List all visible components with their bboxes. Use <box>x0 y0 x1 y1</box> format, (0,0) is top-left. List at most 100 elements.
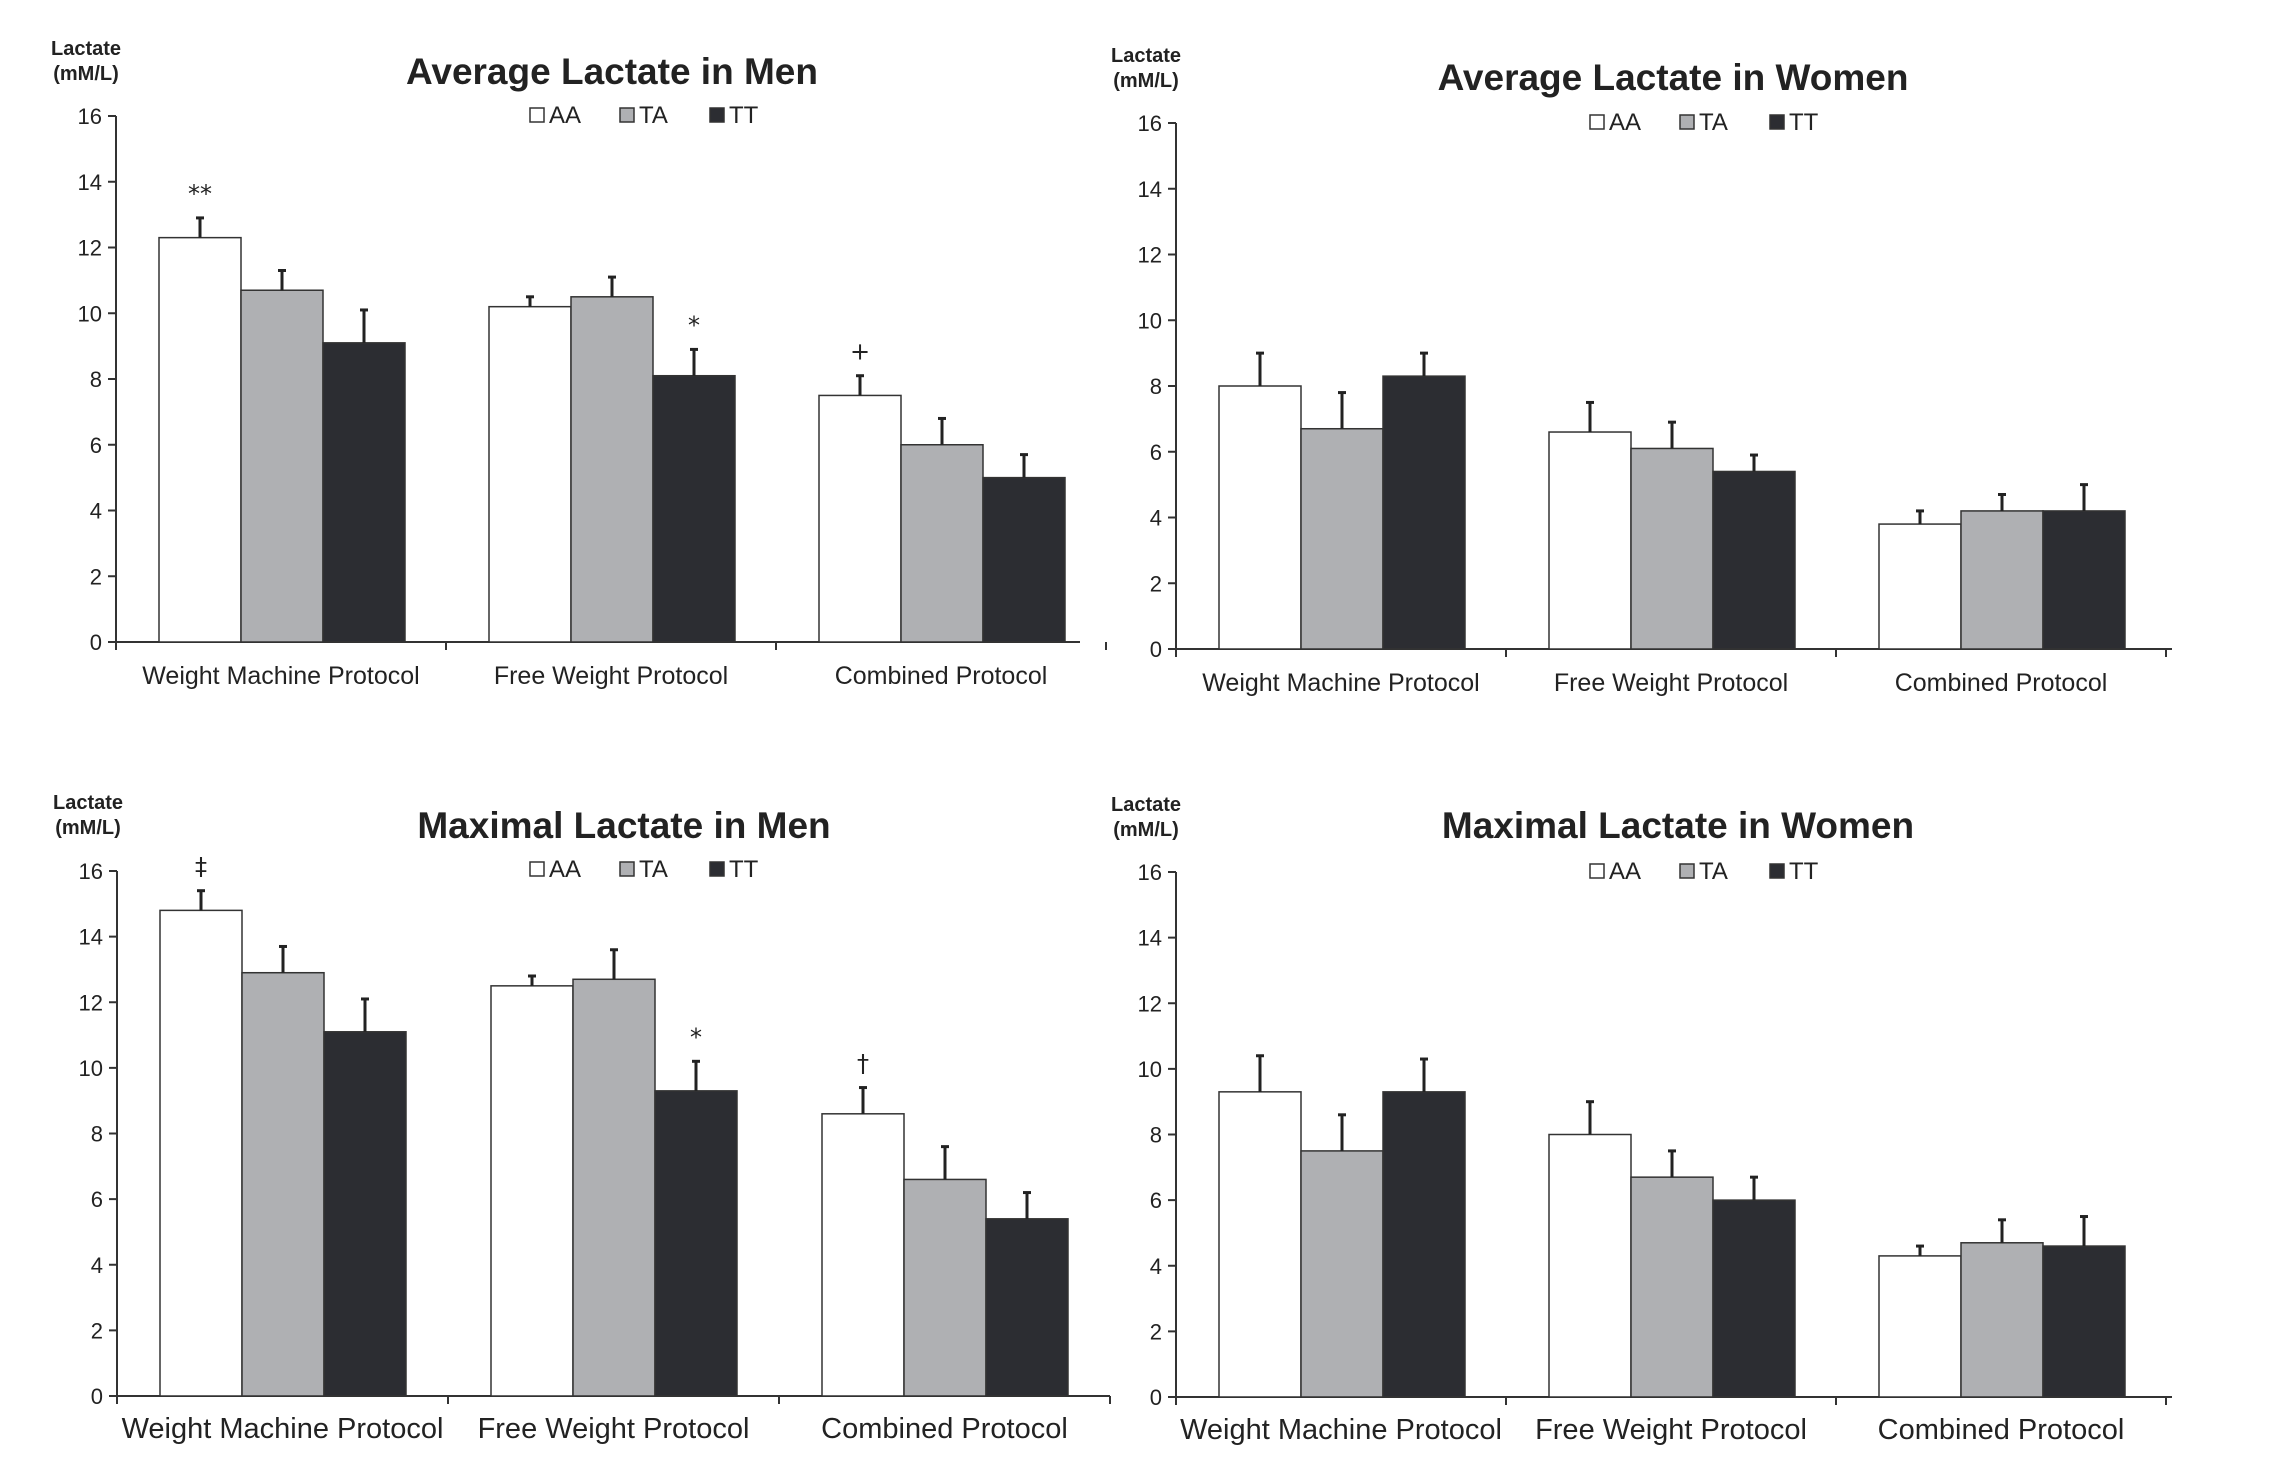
legend-swatch-aa <box>1589 863 1605 879</box>
bar-aa-1 <box>159 909 243 1397</box>
x-category-label: Weight Machine Protocol <box>1180 1414 1502 1446</box>
bar-tt-2 <box>654 1090 738 1397</box>
y-tick-label: 6 <box>90 433 102 458</box>
legend-label-tt: TT <box>729 102 759 129</box>
chart-panel-4: Maximal Lactate in Women Lactate (mM/L) 0 2 4… <box>1111 794 2172 1446</box>
x-category-label: Free Weight Protocol <box>494 662 728 690</box>
x-category-label: Free Weight Protocol <box>1554 669 1788 697</box>
bar-ta-3 <box>900 444 984 643</box>
legend-swatch-tt <box>1769 114 1785 130</box>
chart-title: Average Lactate in Men <box>406 51 818 92</box>
bar-ta-1 <box>241 971 325 1397</box>
y-tick-label: 8 <box>1150 1123 1162 1148</box>
bar-ta-2 <box>570 296 654 643</box>
y-tick-label: 6 <box>91 1187 103 1212</box>
y-tick-label: 2 <box>1150 1319 1162 1344</box>
y-tick-label: 12 <box>78 236 102 261</box>
legend: AA TA TT <box>529 856 759 883</box>
bar-tt-1 <box>1382 1091 1466 1398</box>
legend-swatch-ta <box>619 107 635 123</box>
x-category-label: Free Weight Protocol <box>478 1413 750 1445</box>
bar-ta-2 <box>1630 1176 1714 1398</box>
legend-label-tt: TT <box>729 856 759 883</box>
y-tick-label: 0 <box>90 630 102 655</box>
y-tick-label: 8 <box>1150 374 1162 399</box>
bar-ta-1 <box>1300 1150 1384 1398</box>
y-tick-label: 0 <box>91 1384 103 1409</box>
significance-marker: † <box>857 1050 869 1078</box>
y-tick-label: 2 <box>90 564 102 589</box>
significance-marker: + <box>850 338 870 366</box>
y-axis-unit: (mM/L) <box>1113 819 1179 841</box>
y-tick-label: 14 <box>78 170 102 195</box>
bar-tt-3 <box>2042 1245 2126 1398</box>
y-tick-label: 14 <box>79 925 103 950</box>
legend-label-aa: AA <box>1609 858 1641 885</box>
legend-label-tt: TT <box>1789 109 1819 136</box>
bar-tt-2 <box>1712 470 1796 650</box>
chart-panel-2: Average Lactate in Women Lactate (mM/L) 0 2 4… <box>1111 45 2172 697</box>
legend-swatch-ta <box>1679 114 1695 130</box>
y-tick-label: 8 <box>91 1122 103 1147</box>
y-tick-label: 14 <box>1138 926 1162 951</box>
y-tick-label: 16 <box>1138 111 1162 136</box>
bar-tt-2 <box>652 374 736 643</box>
legend-swatch-aa <box>529 861 545 877</box>
legend-label-ta: TA <box>1699 109 1728 136</box>
y-tick-label: 10 <box>1138 1057 1162 1082</box>
bar-tt-1 <box>1382 375 1466 650</box>
y-tick-label: 10 <box>79 1056 103 1081</box>
y-tick-label: 12 <box>1138 243 1162 268</box>
chart-title: Average Lactate in Women <box>1438 57 1909 98</box>
x-category-label: Weight Machine Protocol <box>122 1413 444 1445</box>
bar-aa-3 <box>1878 523 1962 650</box>
chart-title: Maximal Lactate in Men <box>417 805 830 846</box>
y-tick-label: 0 <box>1150 1385 1162 1410</box>
y-tick-label: 6 <box>1150 1188 1162 1213</box>
legend-label-aa: AA <box>1609 109 1641 136</box>
legend: AA TA TT <box>529 102 759 129</box>
y-axis-label: Lactate <box>53 792 123 814</box>
legend-label-aa: AA <box>549 102 581 129</box>
y-tick-label: 0 <box>1150 637 1162 662</box>
legend-label-aa: AA <box>549 856 581 883</box>
x-category-label: Free Weight Protocol <box>1535 1414 1807 1446</box>
y-axis-unit: (mM/L) <box>1113 70 1179 92</box>
legend: AA TA TT <box>1589 858 1819 885</box>
chart-panel-3: Maximal Lactate in Men Lactate (mM/L) 0 2 4 6 8… <box>53 792 1111 1445</box>
bar-tt-3 <box>982 476 1066 643</box>
y-tick-label: 16 <box>1138 860 1162 885</box>
y-tick-label: 12 <box>1138 991 1162 1016</box>
y-tick-label: 16 <box>78 104 102 129</box>
bar-ta-2 <box>572 978 656 1397</box>
y-tick-label: 12 <box>79 990 103 1015</box>
legend-label-ta: TA <box>639 102 668 129</box>
bar-ta-3 <box>1960 1242 2044 1398</box>
y-tick-label: 10 <box>1138 308 1162 333</box>
bar-tt-3 <box>2042 510 2126 650</box>
bar-ta-1 <box>1300 427 1384 650</box>
y-tick-label: 4 <box>91 1253 103 1278</box>
significance-marker: * <box>688 311 700 339</box>
bar-aa-1 <box>1218 385 1302 650</box>
y-tick-label: 6 <box>1150 440 1162 465</box>
y-axis-label: Lactate <box>1111 794 1181 816</box>
y-tick-label: 4 <box>1150 1254 1162 1279</box>
x-category-label: Combined Protocol <box>1895 669 2108 697</box>
x-category-label: Combined Protocol <box>821 1413 1068 1445</box>
y-axis-label: Lactate <box>1111 45 1181 67</box>
bar-ta-3 <box>903 1178 987 1397</box>
y-tick-label: 8 <box>90 367 102 392</box>
x-category-label: Weight Machine Protocol <box>142 662 419 690</box>
legend-swatch-ta <box>1679 863 1695 879</box>
bar-ta-3 <box>1960 510 2044 650</box>
legend-swatch-ta <box>619 861 635 877</box>
bar-aa-2 <box>490 985 574 1397</box>
legend-label-tt: TT <box>1789 858 1819 885</box>
y-axis-label: Lactate <box>51 38 121 60</box>
x-category-label: Weight Machine Protocol <box>1202 669 1479 697</box>
legend: AA TA TT <box>1589 109 1819 136</box>
chart-panel-1: Average Lactate in Men Lactate (mM/L) 0 2 4 6 8… <box>51 38 1107 690</box>
bar-tt-3 <box>985 1218 1069 1397</box>
